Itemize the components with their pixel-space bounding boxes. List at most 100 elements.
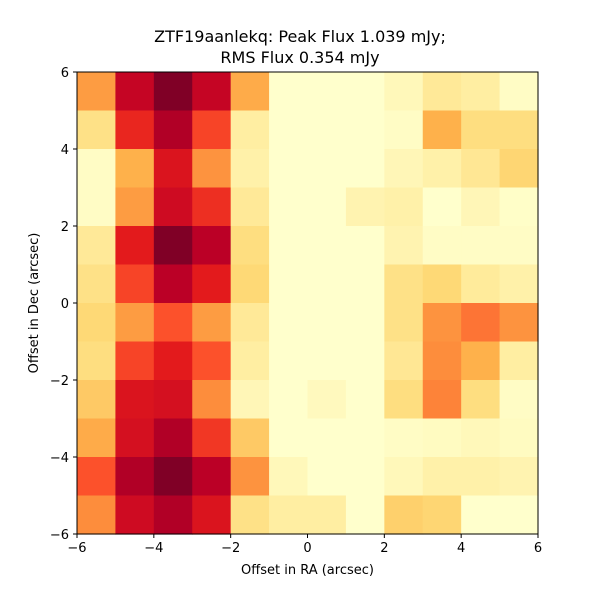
- y-tick-label: −2: [50, 374, 69, 389]
- heatmap-cell: [499, 380, 539, 420]
- heatmap-cell: [461, 149, 501, 189]
- heatmap-cell: [461, 264, 501, 304]
- heatmap-cell: [499, 418, 539, 458]
- heatmap-cell: [77, 303, 117, 343]
- heatmap-cell: [77, 187, 117, 227]
- heatmap-cell: [345, 341, 385, 381]
- heatmap-cell: [192, 303, 232, 343]
- heatmap-cell: [77, 72, 117, 112]
- heatmap-cell: [422, 226, 462, 266]
- heatmap-cell: [499, 457, 539, 497]
- heatmap-cell: [192, 418, 232, 458]
- heatmap-cell: [499, 341, 539, 381]
- heatmap-cell: [115, 380, 155, 420]
- heatmap-cell: [461, 226, 501, 266]
- heatmap-cell: [307, 226, 347, 266]
- heatmap-cell: [115, 149, 155, 189]
- heatmap-cell: [269, 72, 309, 112]
- heatmap-cell: [345, 495, 385, 535]
- heatmap-cell: [422, 72, 462, 112]
- heatmap-cell: [192, 149, 232, 189]
- x-tick-label: 6: [534, 541, 542, 556]
- heatmap-cell: [269, 341, 309, 381]
- heatmap-cell: [115, 187, 155, 227]
- heatmap-cell: [345, 149, 385, 189]
- heatmap-cell: [153, 72, 193, 112]
- y-tick-label: −6: [50, 528, 69, 543]
- heatmap-cell: [77, 457, 117, 497]
- heatmap-cell: [192, 457, 232, 497]
- heatmap-cell: [192, 341, 232, 381]
- heatmap-cell: [269, 226, 309, 266]
- heatmap-cell: [307, 110, 347, 150]
- heatmap-cell: [115, 110, 155, 150]
- heatmap-cell: [77, 341, 117, 381]
- heatmap-cell: [461, 380, 501, 420]
- heatmap-cell: [269, 187, 309, 227]
- x-tick-label: 0: [303, 541, 311, 556]
- y-tick-label: 6: [61, 66, 69, 81]
- heatmap-cell: [499, 149, 539, 189]
- heatmap-cell: [153, 418, 193, 458]
- heatmap-cell: [307, 495, 347, 535]
- heatmap-cell: [384, 495, 424, 535]
- heatmap-cell: [461, 457, 501, 497]
- heatmap-cell: [499, 110, 539, 150]
- heatmap-cell: [153, 149, 193, 189]
- heatmap-cell: [422, 495, 462, 535]
- heatmap-cell: [345, 303, 385, 343]
- heatmap-cell: [77, 226, 117, 266]
- heatmap-cell: [192, 495, 232, 535]
- x-tick-label: −4: [144, 541, 163, 556]
- heatmap-cell: [461, 187, 501, 227]
- chart-title-line-1: ZTF19aanlekq: Peak Flux 1.039 mJy;: [154, 27, 446, 46]
- heatmap-cell: [345, 380, 385, 420]
- heatmap-cell: [345, 72, 385, 112]
- heatmap-cell: [422, 187, 462, 227]
- heatmap-cell: [422, 341, 462, 381]
- x-tick-label: 2: [380, 541, 388, 556]
- heatmap-cell: [461, 110, 501, 150]
- heatmap-cell: [307, 380, 347, 420]
- heatmap-cell: [230, 418, 270, 458]
- heatmap-cell: [422, 149, 462, 189]
- x-tick-label: −6: [67, 541, 86, 556]
- heatmap-cell: [461, 495, 501, 535]
- heatmap-cell: [77, 264, 117, 304]
- heatmap-cell: [153, 187, 193, 227]
- heatmap-cell: [192, 264, 232, 304]
- heatmap-cell: [115, 226, 155, 266]
- heatmap-cell: [153, 110, 193, 150]
- heatmap-cell: [269, 418, 309, 458]
- heatmap-cell: [153, 457, 193, 497]
- heatmap-cell: [384, 226, 424, 266]
- y-tick-label: −4: [50, 451, 69, 466]
- heatmap-cell: [192, 72, 232, 112]
- heatmap-cells: [77, 72, 539, 535]
- heatmap-cell: [230, 110, 270, 150]
- x-axis-ticks: −6 −4 −2 0 2 4 6: [67, 534, 542, 556]
- heatmap-cell: [269, 457, 309, 497]
- heatmap-cell: [77, 110, 117, 150]
- heatmap-cell: [307, 264, 347, 304]
- heatmap-cell: [422, 264, 462, 304]
- heatmap-cell: [307, 187, 347, 227]
- heatmap-cell: [192, 226, 232, 266]
- heatmap-cell: [345, 110, 385, 150]
- y-axis-ticks: −6 −4 −2 0 2 4 6: [50, 66, 77, 543]
- heatmap-cell: [307, 303, 347, 343]
- heatmap-cell: [115, 72, 155, 112]
- x-tick-label: 4: [457, 541, 465, 556]
- heatmap-cell: [422, 418, 462, 458]
- heatmap-cell: [384, 187, 424, 227]
- heatmap-cell: [230, 72, 270, 112]
- heatmap-cell: [384, 380, 424, 420]
- heatmap-cell: [422, 457, 462, 497]
- heatmap-cell: [115, 418, 155, 458]
- heatmap-cell: [345, 418, 385, 458]
- heatmap-cell: [153, 303, 193, 343]
- heatmap-cell: [77, 418, 117, 458]
- x-axis-label: Offset in RA (arcsec): [241, 563, 374, 578]
- heatmap-cell: [269, 303, 309, 343]
